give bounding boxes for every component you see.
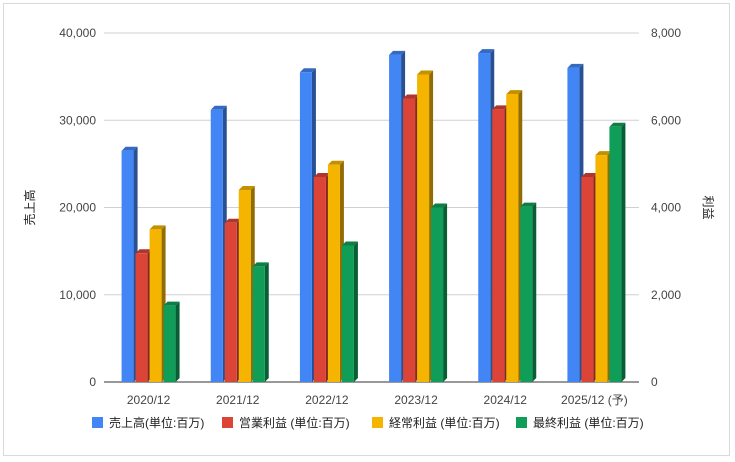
bar <box>238 186 255 382</box>
legend-label: 経常利益 (単位:百万) <box>389 415 500 430</box>
x-tick-label: 2023/12 <box>394 393 438 407</box>
right-tick-label: 8,000 <box>651 26 681 40</box>
bar <box>492 105 509 382</box>
legend-label: 売上高(単位:百万) <box>109 415 204 430</box>
bar <box>389 50 406 382</box>
bars-layer <box>121 49 626 383</box>
bar <box>581 172 598 382</box>
bar <box>520 202 537 382</box>
bar <box>135 249 152 382</box>
bar <box>609 122 626 382</box>
bar <box>478 49 495 382</box>
legend-item: 営業利益 (単位:百万) <box>222 415 350 430</box>
bar <box>313 172 330 382</box>
bar <box>252 262 269 382</box>
right-tick-label: 4,000 <box>651 201 681 215</box>
right-axis-label: 利益 <box>701 195 715 219</box>
legend-swatch <box>222 417 233 428</box>
right-tick-label: 0 <box>651 375 658 389</box>
left-tick-label: 10,000 <box>59 288 96 302</box>
right-tick-label: 6,000 <box>651 113 681 127</box>
bar <box>163 301 180 382</box>
gridlines <box>104 32 639 383</box>
left-tick-label: 20,000 <box>59 201 96 215</box>
chart-frame: 0 10,000 20,000 30,000 40,000 0 2,000 4,000 6,0… <box>3 3 730 456</box>
bar <box>431 203 448 382</box>
x-tick-label: 2024/12 <box>484 393 528 407</box>
x-axis-ticks: 2020/12 2021/12 2022/12 2023/12 2024/12 2025/… <box>127 393 628 407</box>
left-tick-label: 30,000 <box>59 113 96 127</box>
legend-label: 最終利益 (単位:百万) <box>533 415 644 430</box>
bar <box>403 94 420 382</box>
bar <box>327 160 344 382</box>
legend-swatch <box>516 417 527 428</box>
bar <box>224 218 241 382</box>
x-tick-label: 2022/12 <box>305 393 349 407</box>
legend: 売上高(単位:百万) 営業利益 (単位:百万) 経常利益 (単位:百万) 最終利益 (… <box>92 415 644 430</box>
legend-swatch <box>92 417 103 428</box>
legend-label: 営業利益 (単位:百万) <box>239 415 350 430</box>
legend-swatch <box>372 417 383 428</box>
bar <box>567 63 584 383</box>
right-tick-label: 2,000 <box>651 288 681 302</box>
bar <box>506 90 523 382</box>
x-tick-label: 2021/12 <box>216 393 260 407</box>
legend-item: 最終利益 (単位:百万) <box>516 415 644 430</box>
bar <box>121 146 138 382</box>
left-axis-label: 売上高 <box>22 189 37 225</box>
bar <box>417 70 434 382</box>
chart-canvas: 0 10,000 20,000 30,000 40,000 0 2,000 4,000 6,0… <box>22 26 715 430</box>
right-axis-ticks: 0 2,000 4,000 6,000 8,000 <box>651 26 681 389</box>
x-tick-label: 2020/12 <box>127 393 171 407</box>
legend-item: 売上高(単位:百万) <box>92 415 204 430</box>
left-tick-label: 40,000 <box>59 26 96 40</box>
x-tick-label: 2025/12 (予) <box>561 393 628 407</box>
bar <box>595 151 612 382</box>
bar <box>210 105 227 382</box>
bar <box>341 241 358 382</box>
bar <box>149 225 166 382</box>
legend-item: 経常利益 (単位:百万) <box>372 415 500 430</box>
bar <box>299 68 316 382</box>
left-axis-ticks: 0 10,000 20,000 30,000 40,000 <box>59 26 96 389</box>
left-tick-label: 0 <box>89 375 96 389</box>
